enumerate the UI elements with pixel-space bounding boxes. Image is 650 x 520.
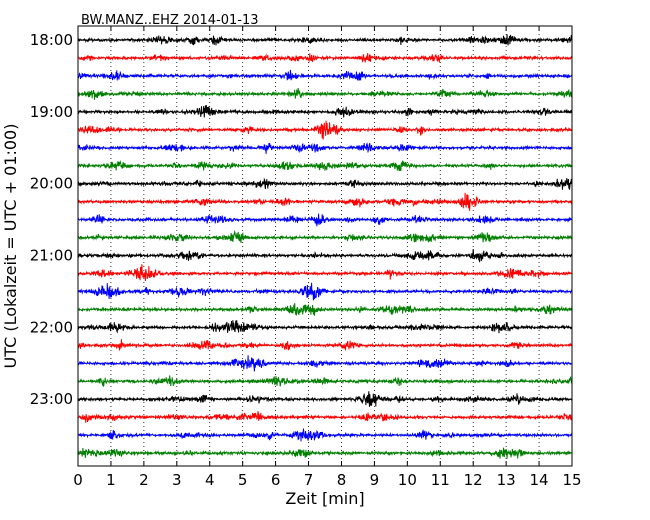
trace-2200	[77, 320, 573, 334]
x-tick-label: 0	[73, 471, 83, 489]
x-tick-label: 10	[398, 471, 417, 489]
trace-1800	[77, 34, 573, 46]
grid-lines	[110, 26, 540, 466]
x-tick-label: 2	[139, 471, 149, 489]
trace-1915	[77, 120, 573, 140]
trace-2245	[77, 375, 573, 387]
trace-1845	[77, 87, 573, 100]
trace-1930	[77, 142, 573, 154]
x-tick-label: 6	[271, 471, 281, 489]
x-tick-label: 14	[530, 471, 549, 489]
x-tick-label: 9	[370, 471, 380, 489]
trace-2345	[77, 447, 573, 459]
trace-2000	[77, 177, 573, 190]
x-tick-label: 3	[172, 471, 182, 489]
x-tick-label: 12	[464, 471, 483, 489]
chart-title: BW.MANZ..EHZ 2014-01-13	[81, 13, 259, 28]
x-tick-label: 1	[106, 471, 116, 489]
x-tick-label: 7	[304, 471, 314, 489]
y-tick-label: 20:00	[30, 175, 73, 193]
x-tick-label: 5	[238, 471, 248, 489]
trace-2300	[77, 391, 573, 407]
x-tick-label: 11	[431, 471, 450, 489]
trace-1830	[77, 69, 573, 81]
y-tick-label: 22:00	[30, 318, 73, 336]
x-tick-label: 4	[205, 471, 215, 489]
y-axis-label: UTC (Lokalzeit = UTC + 01:00)	[1, 124, 20, 369]
trace-2330	[77, 428, 573, 442]
x-axis-ticks: 0 1 2 3 4 5 6 7 8 9 10 11 12 13 14 15	[73, 26, 582, 489]
trace-2100	[77, 248, 573, 263]
x-tick-label: 13	[497, 471, 516, 489]
trace-2315	[77, 411, 573, 423]
y-tick-label: 19:00	[30, 103, 73, 121]
plot-frame	[77, 25, 573, 467]
trace-1945	[77, 160, 573, 172]
y-tick-label: 21:00	[30, 247, 73, 265]
x-tick-label: 8	[337, 471, 347, 489]
y-axis-ticks: 18:00 19:00 20:00 21:00 22:00 23:00	[30, 31, 572, 408]
trace-2145	[77, 303, 573, 316]
trace-2215	[77, 339, 573, 351]
y-tick-label: 18:00	[30, 31, 73, 49]
trace-2130	[77, 282, 573, 301]
trace-2115	[77, 264, 573, 282]
trace-2045	[77, 229, 573, 244]
trace-2015	[77, 192, 573, 211]
trace-2230	[77, 355, 573, 372]
trace-2030	[77, 213, 573, 227]
trace-series	[77, 34, 573, 459]
x-axis-label: Zeit [min]	[285, 489, 364, 508]
trace-1900	[77, 105, 573, 118]
y-tick-label: 23:00	[30, 390, 73, 408]
trace-1815	[77, 52, 573, 63]
x-tick-label: 15	[562, 471, 581, 489]
